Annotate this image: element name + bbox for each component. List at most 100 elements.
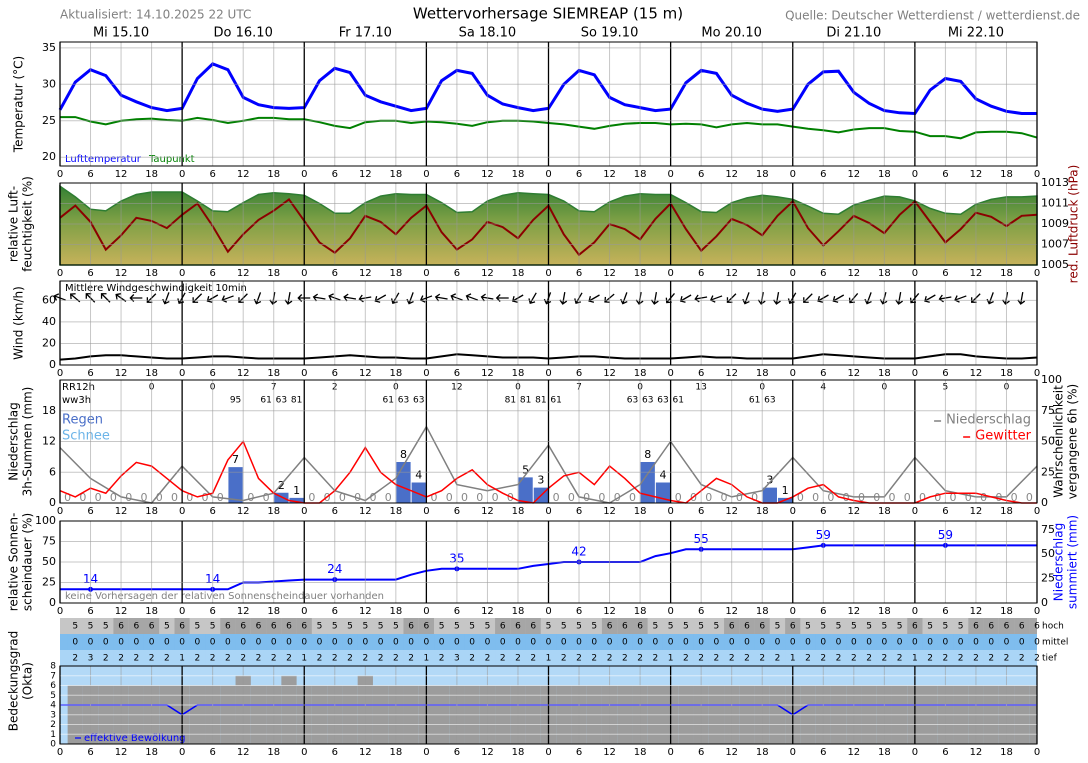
x-tick-label: 12 <box>359 747 372 758</box>
cloud-cell <box>540 650 557 666</box>
y-tick-label: 40 <box>42 315 56 328</box>
cloud-cell <box>937 634 954 650</box>
x-tick-label: 0 <box>179 506 185 517</box>
x-tick-label: 6 <box>332 268 338 279</box>
x-tick-label: 6 <box>87 368 93 379</box>
x-tick-label: 6 <box>820 506 826 517</box>
cloud-cell <box>907 634 923 650</box>
cloud-value: 2 <box>652 654 658 664</box>
cloud-value: 6 <box>637 622 643 632</box>
day-label: Mi 15.10 <box>93 26 149 41</box>
x-tick-label: 6 <box>820 747 826 758</box>
x-tick-label: 0 <box>179 368 185 379</box>
cloud-cell <box>434 618 450 634</box>
cloud-value: 6 <box>1034 622 1040 632</box>
cloud-value: 5 <box>439 622 445 632</box>
x-tick-label: 18 <box>878 606 891 617</box>
x-tick-label: 6 <box>332 169 338 180</box>
x-tick-label: 0 <box>667 368 673 379</box>
cloud-cell <box>739 634 755 650</box>
x-tick-label: 12 <box>725 368 738 379</box>
x-tick-label: 18 <box>267 506 280 517</box>
wind-arrow <box>650 291 659 305</box>
cloud-cell <box>617 650 633 666</box>
x-tick-label: 12 <box>847 169 860 180</box>
y-tick-label: 0 <box>49 358 56 371</box>
cloud-cell <box>159 634 175 650</box>
precip-value: 0 <box>797 491 804 504</box>
cloud-cell <box>861 634 877 650</box>
cloud-cell <box>205 650 221 666</box>
day-label: Do 16.10 <box>214 26 273 41</box>
x-tick-label: 12 <box>603 506 616 517</box>
precip-value: 0 <box>171 491 178 504</box>
cloud-cell <box>205 618 221 634</box>
cloud-value: 5 <box>378 622 384 632</box>
cloud-cell <box>876 634 892 650</box>
cloud-cell <box>678 650 694 666</box>
y-tick-label: 20 <box>42 150 56 163</box>
x-tick-label: 12 <box>481 747 494 758</box>
cloud-cell <box>250 618 267 634</box>
x-tick-label: 6 <box>942 368 948 379</box>
y-axis-label: (Okta) <box>21 662 35 700</box>
cloud-cell <box>98 650 114 666</box>
cloud-cell <box>495 618 511 634</box>
cloud-cell <box>311 634 328 650</box>
rr12h-label: RR12h <box>62 382 95 393</box>
cloud-value: 2 <box>561 654 567 664</box>
x-tick-label: 0 <box>790 747 796 758</box>
x-tick-label: 6 <box>942 606 948 617</box>
cloud-value: 0 <box>729 638 735 648</box>
cloud-value: 5 <box>393 622 399 632</box>
cloud-value: 0 <box>759 638 765 648</box>
cloud-value: 2 <box>973 654 979 664</box>
precip-value: 0 <box>140 491 147 504</box>
cloud-value: 2 <box>439 654 445 664</box>
cloud-cell <box>403 634 419 650</box>
cloud-cell <box>678 634 694 650</box>
cloud-value: 0 <box>637 638 643 648</box>
precip-value: 0 <box>904 491 911 504</box>
cloud-value: 0 <box>469 638 475 648</box>
cloud-value: 3 <box>454 654 460 664</box>
y-tick-label: 4 <box>50 701 56 711</box>
cloud-value: 2 <box>317 654 323 664</box>
x-tick-label: 12 <box>603 606 616 617</box>
x-tick-label: 6 <box>820 606 826 617</box>
x-tick-label: 6 <box>332 606 338 617</box>
x-tick-label: 12 <box>847 268 860 279</box>
x-tick-label: 18 <box>389 606 402 617</box>
x-tick-label: 18 <box>389 169 402 180</box>
cloud-value: 0 <box>210 638 216 648</box>
precip-value: 0 <box>431 491 438 504</box>
cloud-value: 1 <box>790 654 796 664</box>
cloud-value: 0 <box>149 638 155 648</box>
cloud-cell <box>327 618 343 634</box>
cloud-value: 6 <box>973 622 979 632</box>
x-tick-label: 6 <box>209 169 215 180</box>
y-axis-label: relative Sonnen- <box>7 513 21 612</box>
x-tick-label: 12 <box>725 169 738 180</box>
cloud-cell <box>189 618 206 634</box>
y-tick-label: 8 <box>50 662 56 672</box>
cloud-value: 0 <box>607 638 613 648</box>
cloud-cell <box>922 618 938 634</box>
row-label: mittel <box>1042 638 1068 648</box>
x-tick-label: 0 <box>545 268 551 279</box>
cloud-value: 0 <box>698 638 704 648</box>
x-tick-label: 12 <box>115 169 128 180</box>
x-tick-label: 18 <box>512 606 525 617</box>
x-tick-label: 12 <box>970 606 983 617</box>
x-tick-label: 18 <box>1000 169 1013 180</box>
cloud-cell <box>311 650 328 666</box>
precip-value: 5 <box>522 463 529 476</box>
x-tick-label: 12 <box>970 268 983 279</box>
cloud-cell <box>205 634 221 650</box>
cloud-cell <box>724 634 740 650</box>
x-tick-label: 6 <box>576 747 582 758</box>
cloud-cell <box>82 634 99 650</box>
precip-value: 1 <box>782 484 789 497</box>
y-tick-label: 50 <box>42 555 56 568</box>
cloud-cell <box>235 634 251 650</box>
